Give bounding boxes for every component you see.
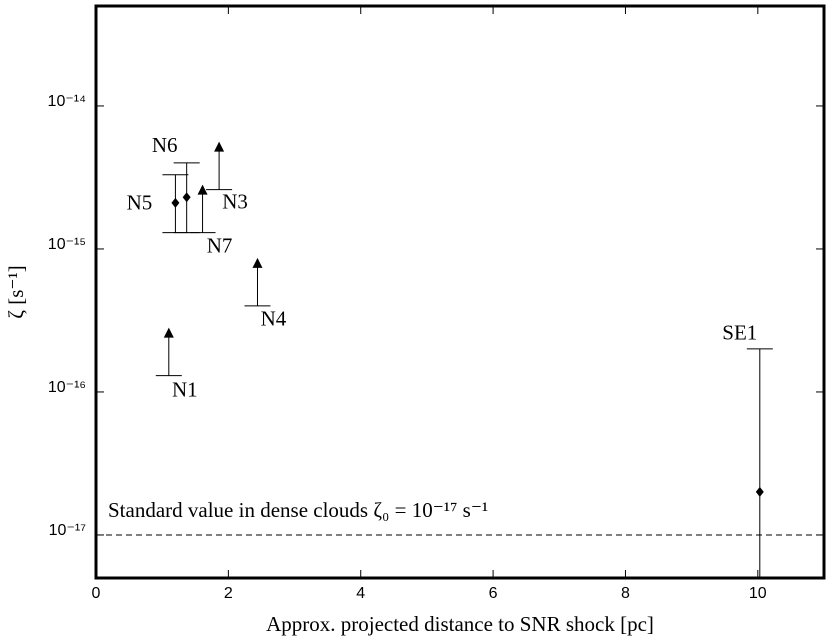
x-tick-label: 2 xyxy=(224,585,233,602)
y-axis-label: ζ [s⁻¹] xyxy=(4,265,28,318)
limit-arrowhead xyxy=(252,257,263,268)
y-tick-label: 10⁻¹⁷ xyxy=(49,522,87,539)
limit-arrowhead xyxy=(214,141,225,152)
limit-arrowhead xyxy=(197,184,208,195)
point-label: N1 xyxy=(172,377,198,401)
point-label: N7 xyxy=(207,233,233,257)
x-tick-label: 4 xyxy=(356,585,365,602)
plot-frame xyxy=(94,4,826,580)
x-tick-label: 10 xyxy=(749,585,767,602)
point-label: SE1 xyxy=(722,321,757,345)
annotation: Standard value in dense clouds ζ₀ = 10⁻¹… xyxy=(108,498,488,522)
x-tick-label: 8 xyxy=(621,585,630,602)
point xyxy=(755,486,764,497)
point xyxy=(171,197,180,208)
x-tick-label: 6 xyxy=(489,585,498,602)
limit-arrowhead xyxy=(163,327,174,338)
y-tick-label: 10⁻¹⁴ xyxy=(48,93,87,110)
x-tick-label: 0 xyxy=(92,585,101,602)
x-axis-label: Approx. projected distance to SNR shock … xyxy=(266,612,654,636)
point xyxy=(182,192,191,203)
point-label: N4 xyxy=(261,307,287,331)
point-label: N3 xyxy=(222,189,248,213)
point-label: N5 xyxy=(127,191,153,215)
y-tick-label: 10⁻¹⁶ xyxy=(48,379,86,396)
y-tick-label: 10⁻¹⁵ xyxy=(48,236,86,253)
point-label: N6 xyxy=(152,133,178,157)
